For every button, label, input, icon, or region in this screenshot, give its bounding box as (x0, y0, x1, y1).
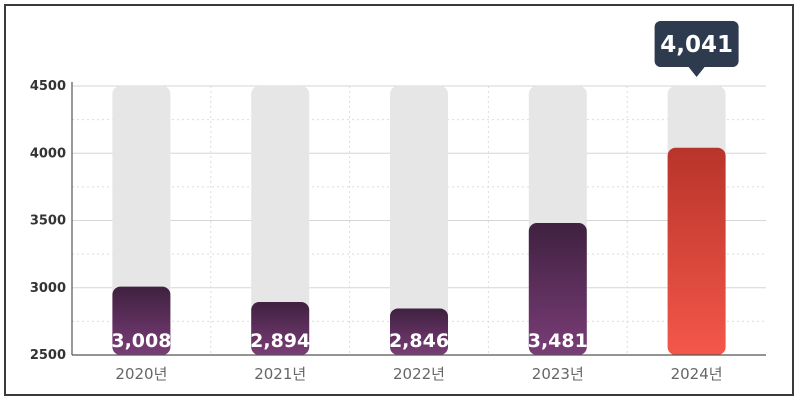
y-tick-label: 3000 (30, 281, 66, 296)
bars (112, 147, 726, 355)
bar (112, 286, 171, 355)
data-labels: 3,008 2,894 2,846 3,481 (111, 330, 588, 352)
callout-pointer (688, 67, 705, 77)
x-tick-label: 2020년 (115, 365, 167, 383)
bar (251, 302, 310, 355)
y-tick-label: 2500 (30, 348, 66, 363)
x-tick-label: 2024년 (671, 365, 723, 383)
bar-value-label: 3,481 (528, 330, 588, 352)
value-callout: 4,041 (654, 21, 739, 77)
bar-value-label: 2,894 (250, 330, 310, 352)
bar-track (390, 86, 448, 355)
bar-track (251, 86, 310, 355)
axes: 2500 3000 3500 4000 4500 2020년 2021년 2022년 2023년… (30, 79, 766, 383)
x-tick-label: 2021년 (254, 365, 306, 383)
bar (390, 308, 448, 355)
y-tick-label: 4000 (30, 146, 66, 161)
bar-value-label: 2,846 (389, 330, 449, 352)
bar (528, 223, 587, 355)
bar-value-label: 3,008 (111, 330, 171, 352)
callout-value-label: 4,041 (660, 32, 733, 58)
y-tick-label: 4500 (30, 79, 66, 94)
callout-box (654, 21, 739, 67)
x-tick-label: 2023년 (532, 365, 584, 383)
y-tick-label: 3500 (30, 214, 66, 229)
bar-highlight (667, 147, 726, 355)
x-tick-label: 2022년 (393, 365, 445, 383)
